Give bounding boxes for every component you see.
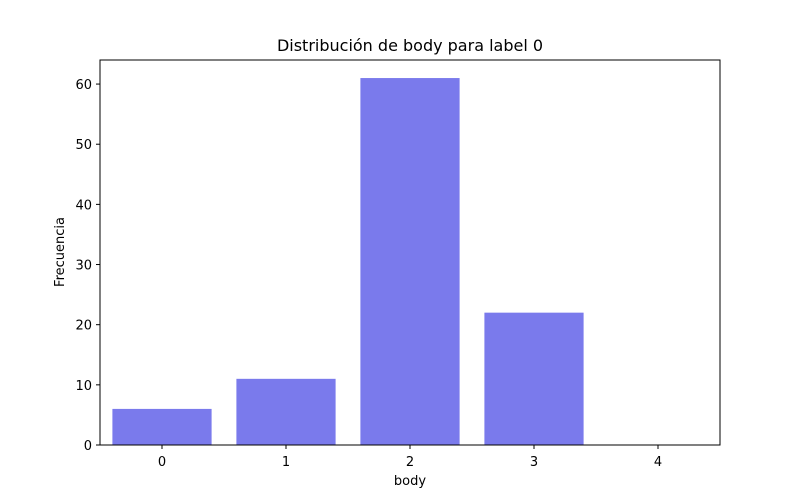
y-tick-label: 30 (75, 259, 92, 274)
y-tick-label: 20 (75, 319, 92, 334)
y-axis-ticks: 0 10 20 30 40 50 60 (75, 78, 100, 454)
chart-title: Distribución de body para label 0 (277, 36, 543, 55)
x-tick-label: 0 (158, 455, 166, 470)
bar-1 (236, 378, 336, 445)
x-tick-label: 2 (406, 455, 414, 470)
y-axis-title: Frecuencia (53, 217, 68, 287)
y-tick-label: 10 (75, 379, 92, 394)
y-tick-label: 40 (75, 198, 92, 213)
bars-group (112, 78, 584, 445)
x-tick-label: 1 (282, 455, 290, 470)
y-tick-label: 60 (75, 78, 92, 93)
y-tick-label: 0 (84, 439, 92, 454)
plot-frame (99, 59, 721, 446)
bar-0 (112, 408, 212, 445)
x-axis-ticks: 0 1 2 3 4 (158, 445, 662, 470)
x-tick-label: 4 (654, 455, 662, 470)
bar-3 (484, 312, 584, 445)
y-tick-label: 50 (75, 138, 92, 153)
bar-2 (360, 78, 460, 445)
x-tick-label: 3 (530, 455, 538, 470)
x-axis-title: body (394, 474, 426, 489)
